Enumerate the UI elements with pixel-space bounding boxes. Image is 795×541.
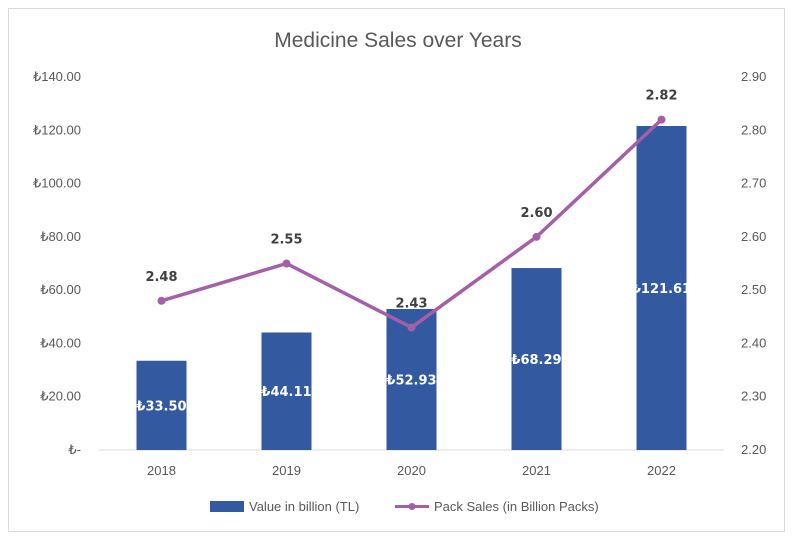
left-axis-ticks: ₺- ₺20.00 ₺40.00 ₺60.00 ₺80.00 ₺100.00 ₺120.00… [33,69,81,457]
bar-data-label: ₺68.29 [511,353,561,368]
line-point [407,323,416,332]
right-axis-ticks: 2.20 2.30 2.40 2.50 2.60 2.70 2.80 2.90 [741,69,766,457]
bar [636,125,687,450]
legend-label-bar: Value in billion (TL) [249,499,359,514]
line-data-label: 2.60 [520,206,552,221]
legend-swatch-bar [210,501,244,512]
bar [386,308,437,450]
x-tick-label: 2020 [397,463,426,478]
bar-data-label: ₺33.50 [136,399,186,414]
bar [136,360,187,450]
left-tick-label: ₺120.00 [33,122,81,137]
legend: Value in billion (TL) Pack Sales (in Bil… [210,499,599,514]
right-tick-label: 2.60 [741,229,766,244]
bar [261,332,312,450]
right-tick-label: 2.30 [741,389,766,404]
chart-title: Medicine Sales over Years [274,29,521,52]
right-tick-label: 2.70 [741,176,766,191]
x-tick-label: 2022 [647,463,676,478]
line-data-label: 2.48 [145,270,177,285]
right-tick-label: 2.80 [741,122,766,137]
left-tick-label: ₺80.00 [40,229,81,244]
line-point [532,232,541,241]
right-tick-label: 2.90 [741,69,766,84]
line-data-label: 2.82 [645,89,677,104]
right-tick-label: 2.40 [741,335,766,350]
bar-data-label: ₺52.93 [386,373,436,388]
left-tick-label: ₺140.00 [33,69,81,84]
line-data-label: 2.55 [270,233,302,248]
right-tick-label: 2.50 [741,282,766,297]
line-point [657,115,666,124]
left-tick-label: ₺20.00 [40,389,81,404]
bar [511,268,562,450]
legend-label-line: Pack Sales (in Billion Packs) [434,499,599,514]
x-tick-label: 2021 [522,463,551,478]
line-point [157,296,166,305]
bar-data-label: ₺121.61 [632,282,691,297]
left-tick-label: ₺- [68,442,81,457]
bar-data-label: ₺44.11 [261,385,311,400]
line-data-label: 2.43 [395,296,427,311]
legend-swatch-marker [408,503,416,510]
x-tick-label: 2019 [272,463,301,478]
left-tick-label: ₺100.00 [33,176,81,191]
line-series: 2.48 2.55 2.43 2.60 2.82 [145,89,678,332]
x-axis-ticks: 2018 2019 2020 2021 2022 [147,463,676,478]
left-tick-label: ₺40.00 [40,335,81,350]
left-tick-label: ₺60.00 [40,282,81,297]
right-tick-label: 2.20 [741,442,766,457]
x-tick-label: 2018 [147,463,176,478]
bar-series: ₺33.50 ₺44.11 ₺52.93 ₺68.29 ₺121.61 [136,125,691,450]
line-point [282,259,291,268]
